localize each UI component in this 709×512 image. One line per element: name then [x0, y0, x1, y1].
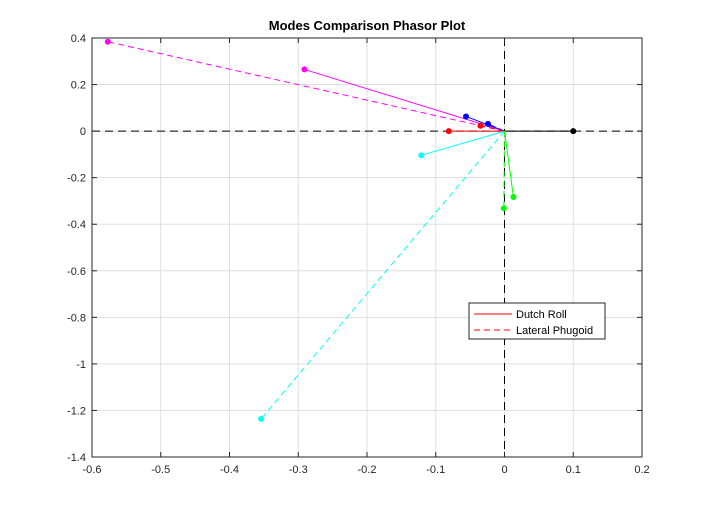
x-tick-label: 0.2 [634, 464, 649, 476]
legend-label-lateral-phugoid: Lateral Phugoid [516, 325, 593, 337]
lateral-phugoid-phasor-line-10 [503, 131, 505, 209]
x-tick-label: -0.3 [289, 464, 308, 476]
lateral-phugoid-phasor-line-6 [107, 41, 505, 132]
dutch-roll-phasor-tip-0 [301, 66, 308, 73]
dutch-roll-phasor-line-4 [421, 130, 505, 156]
lateral-phugoid-phasor-tip-8 [477, 122, 484, 129]
lateral-phugoid-phasor-tip-9 [258, 415, 265, 422]
lateral-phugoid-phasor-line-8 [480, 125, 505, 132]
y-tick-label: -0.4 [67, 219, 86, 231]
phasor-series [104, 38, 577, 422]
dutch-roll-phasor-tip-4 [418, 152, 425, 159]
dutch-roll-phasor-line-0 [304, 68, 505, 132]
y-tick-label: -0.2 [67, 173, 86, 185]
x-tick-label: 0.1 [566, 464, 581, 476]
chart-title: Modes Comparison Phasor Plot [269, 18, 466, 33]
y-tick-label: -0.8 [67, 312, 86, 324]
dutch-roll-phasor-tip-5 [510, 193, 517, 200]
y-tick-label: -1.2 [67, 405, 86, 417]
y-tick-label: -1 [76, 359, 86, 371]
lateral-phugoid-phasor-tip-10 [500, 205, 507, 212]
x-tick-label: -0.4 [220, 464, 239, 476]
y-tick-label: 0.2 [71, 80, 86, 92]
x-tick-label: -0.1 [426, 464, 445, 476]
legend: Dutch Roll Lateral Phugoid [468, 302, 606, 340]
legend-box [468, 302, 606, 340]
x-tick-label: 0 [501, 464, 507, 476]
legend-label-dutch-roll: Dutch Roll [516, 309, 567, 321]
x-tick-label: -0.2 [358, 464, 377, 476]
y-tick-label: 0 [80, 126, 86, 138]
y-tick-label: 0.4 [71, 33, 86, 45]
lateral-phugoid-phasor-tip-7 [485, 120, 491, 127]
y-tick-label: -0.6 [67, 266, 86, 278]
dutch-roll-phasor-tip-1 [463, 113, 469, 120]
y-tick-label: -1.4 [67, 452, 86, 464]
lateral-phugoid-phasor-tip-6 [104, 38, 111, 45]
dutch-roll-phasor-tip-3 [570, 128, 577, 135]
lateral-phugoid-phasor-line-7 [487, 123, 505, 132]
x-tick-label: -0.5 [151, 464, 170, 476]
dutch-roll-phasor-line-5 [504, 131, 514, 198]
axis-ticks: -0.6 -0.5 -0.4 -0.3 -0.2 -0.1 0 0.1 0.2 0.4 0.2 0 -0… [67, 33, 650, 476]
x-tick-label: -0.6 [83, 464, 102, 476]
dutch-roll-phasor-tip-2 [445, 128, 452, 135]
lateral-phugoid-phasor-line-9 [260, 130, 505, 420]
